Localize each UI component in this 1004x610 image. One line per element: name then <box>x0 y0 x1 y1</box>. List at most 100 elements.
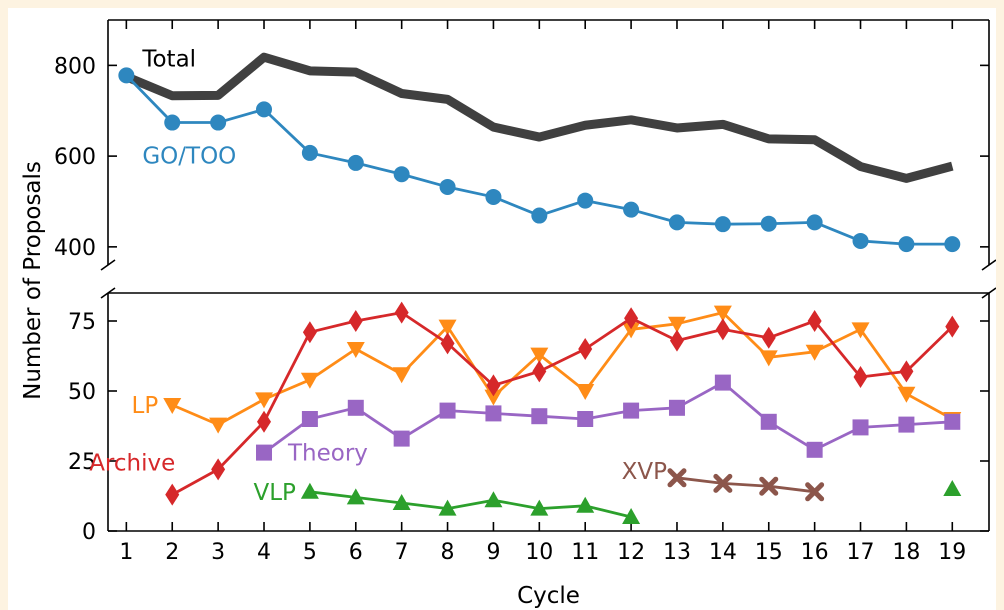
lp-point <box>255 392 274 409</box>
lp-point <box>759 350 778 367</box>
series-label-theory: Theory <box>287 441 368 467</box>
xtick-label: 3 <box>211 540 225 565</box>
theory-series-line <box>263 381 953 454</box>
lp-point <box>622 322 641 339</box>
theory-point <box>301 411 318 427</box>
lp-point <box>438 319 457 336</box>
archive-point <box>211 458 226 481</box>
total-series-line <box>124 52 954 183</box>
bottom-panel-ytick-label: 0 <box>82 520 96 545</box>
archive-point <box>394 301 409 324</box>
archive-point <box>945 315 960 338</box>
lp-point <box>897 386 916 403</box>
archive-series-line <box>171 311 954 496</box>
xtick-label: 14 <box>709 540 737 565</box>
axis-break-gap <box>96 266 996 292</box>
xtick-label: 1 <box>119 540 133 565</box>
bottom-panel-ytick-label: 75 <box>68 310 96 335</box>
theory-point <box>531 408 548 425</box>
archive-point <box>440 332 455 355</box>
theory-point <box>577 411 594 427</box>
xtick-label: 13 <box>663 540 691 565</box>
xtick-label: 6 <box>349 540 363 565</box>
lp-point <box>530 347 549 364</box>
vlp-point <box>530 499 549 516</box>
go-too-point <box>164 114 181 131</box>
go-too-point <box>210 114 227 131</box>
archive-point <box>578 338 593 360</box>
top-panel-ytick-label: 400 <box>54 236 96 261</box>
series-label-go-too: GO/TOO <box>142 143 236 169</box>
axis-break-mark <box>100 259 116 271</box>
archive-point <box>257 410 272 433</box>
axis-break-mark <box>100 287 116 299</box>
lp-series-line <box>171 311 953 427</box>
xvp-point <box>713 473 733 493</box>
theory-point <box>944 413 961 430</box>
xtick-label: 16 <box>801 540 829 565</box>
archive-point <box>624 307 639 330</box>
go-too-point <box>944 236 961 253</box>
xvp-series-line <box>676 476 815 494</box>
theory-point <box>806 441 823 458</box>
archive-point <box>715 318 730 341</box>
xtick-label: 5 <box>303 540 317 565</box>
lp-point <box>209 417 228 434</box>
go-too-point <box>760 215 777 232</box>
go-too-point <box>531 207 548 224</box>
archive-point <box>669 329 684 352</box>
series-label-lp: LP <box>132 393 159 419</box>
lp-point <box>851 322 870 339</box>
series-label-archive: Archive <box>89 451 175 477</box>
vlp-point <box>392 494 411 510</box>
plot-marks <box>118 52 962 524</box>
go-too-point <box>118 67 135 84</box>
theory-point <box>439 402 456 419</box>
xtick-label: 10 <box>525 540 553 565</box>
vlp-point <box>943 480 962 496</box>
go-too-point <box>623 201 640 218</box>
go-too-point <box>485 188 502 205</box>
lp-point <box>713 305 732 322</box>
theory-point <box>347 399 364 416</box>
xvp-point <box>805 482 825 502</box>
vlp-point <box>622 508 641 524</box>
archive-point <box>348 310 363 332</box>
lp-point <box>346 342 365 358</box>
archive-point <box>853 366 868 388</box>
vlp-series-line <box>309 490 632 519</box>
xtick-label: 15 <box>755 540 783 565</box>
lp-point <box>576 384 595 400</box>
theory-point <box>714 374 731 391</box>
xtick-label: 12 <box>617 540 645 565</box>
xvp-point <box>759 476 779 496</box>
vlp-point <box>346 488 365 505</box>
archive-point <box>761 326 776 349</box>
go-too-point <box>714 216 731 233</box>
chart-labels: Cycle Number of Proposals Total GO/TOO LP Arc… <box>20 47 667 609</box>
xtick-label: 19 <box>938 540 966 565</box>
x-axis-label: Cycle <box>517 583 580 609</box>
lp-point <box>805 344 824 361</box>
xtick-label: 7 <box>395 540 409 565</box>
go-too-point <box>806 214 823 231</box>
lp-point <box>484 389 503 406</box>
go-too-point <box>393 166 410 183</box>
vlp-point <box>438 499 457 516</box>
xvp-point <box>667 468 687 488</box>
theory-point <box>256 444 273 461</box>
vlp-point <box>484 491 503 508</box>
series-label-total: Total <box>141 47 196 73</box>
go-too-point <box>347 154 364 171</box>
series-label-vlp: VLP <box>253 480 296 506</box>
go-too-point <box>256 101 273 118</box>
xtick-label: 17 <box>847 540 875 565</box>
archive-point <box>532 360 547 383</box>
archive-point <box>807 310 822 332</box>
top-panel-ytick-label: 600 <box>54 145 96 170</box>
axis-break-mark <box>981 259 996 271</box>
go-too-point <box>439 178 456 195</box>
theory-point <box>623 402 640 419</box>
